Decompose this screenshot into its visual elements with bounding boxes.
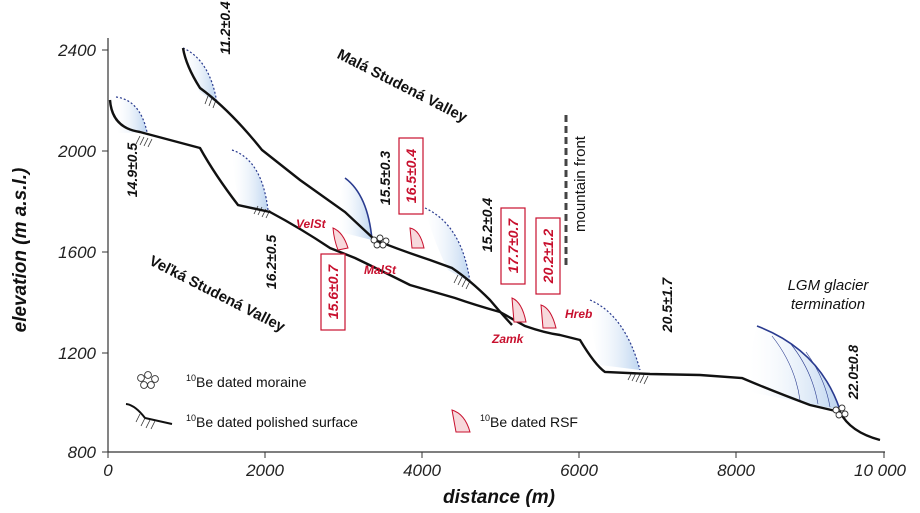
legend-rsf-icon [451,409,471,433]
red-age-box: 16.5±0.4 [398,137,424,215]
svg-text:16.5±0.4: 16.5±0.4 [403,149,419,204]
svg-text:20.2±1.2: 20.2±1.2 [540,229,556,285]
legend: 10Be dated moraine 10Be dated polished s… [125,371,578,433]
y-tick-1600: 1600 [58,243,96,262]
svg-text:15.6±0.7: 15.6±0.7 [325,264,341,320]
mala-studena-valley-label: Malá Studená Valley [334,46,470,127]
mala-studena-profile [181,47,513,326]
lgm-note-line2: termination [791,296,865,313]
svg-text:17.7±0.7: 17.7±0.7 [505,218,521,274]
x-tick-0: 0 [103,461,113,480]
legend-rsf-label: 10Be dated RSF [480,413,578,430]
site-label-zamk: Zamk [491,332,525,346]
y-tick-800: 800 [68,443,97,462]
red-age-box: 15.6±0.7 [320,253,346,331]
legend-polished-icon [125,403,173,430]
lgm-note-line1: LGM glacier [788,277,870,294]
age-label: 11.2±0.4 [217,1,233,55]
legend-moraine-icon [137,371,159,389]
x-tick-10000: 10 000 [854,461,907,480]
age-label: 16.2±0.5 [263,235,279,290]
red-age-box: 20.2±1.2 [535,217,561,295]
x-tick-4000: 4000 [403,461,441,480]
y-tick-1200: 1200 [58,344,96,363]
x-axis-label: distance (m) [443,487,555,508]
legend-polished-label: 10Be dated polished surface [186,413,358,430]
mountain-front-label: mountain front [572,135,589,232]
y-tick-2000: 2000 [57,142,96,161]
velka-studena-profile [108,99,881,442]
age-label: 14.9±0.5 [124,143,140,198]
y-axis-label: elevation (m a.s.l.) [10,168,31,333]
moraine-icon [370,234,849,419]
rsf-icon [332,227,557,329]
y-tick-2400: 2400 [57,41,96,60]
age-label: 20.5±1.7 [659,277,675,334]
age-label: 15.5±0.3 [377,151,393,206]
legend-moraine-label: 10Be dated moraine [186,373,307,390]
site-label-hreb: Hreb [565,307,592,321]
site-label-velst: VelSt [296,217,327,231]
ice-bodies [115,47,841,411]
x-tick-6000: 6000 [560,461,598,480]
x-tick-2000: 2000 [245,461,284,480]
site-label-malst: MalSt [364,263,397,277]
age-label: 22.0±0.8 [845,345,861,401]
valley-profiles [108,47,881,442]
age-label: 15.2±0.4 [479,198,495,253]
axes: 2400 2000 1600 1200 800 0 2000 4000 6000… [10,38,907,508]
x-tick-8000: 8000 [717,461,755,480]
red-age-box: 17.7±0.7 [500,207,526,285]
